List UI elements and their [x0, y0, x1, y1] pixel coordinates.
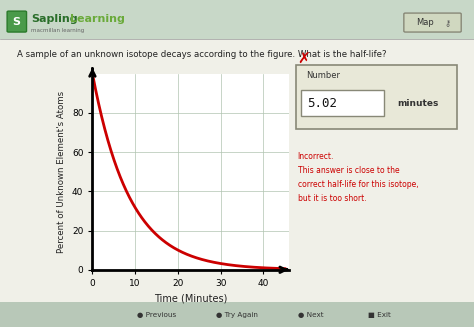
Text: 5.02: 5.02: [307, 96, 337, 110]
FancyBboxPatch shape: [0, 0, 474, 39]
Text: minutes: minutes: [397, 98, 438, 108]
Text: ■ Exit: ■ Exit: [368, 312, 391, 318]
X-axis label: Time (Minutes): Time (Minutes): [154, 293, 228, 303]
Text: Learning: Learning: [70, 14, 125, 24]
FancyBboxPatch shape: [7, 11, 27, 32]
Text: Map: Map: [416, 18, 434, 27]
Text: macmillan learning: macmillan learning: [31, 27, 84, 33]
FancyBboxPatch shape: [301, 90, 384, 116]
Text: A sample of an unknown isotope decays according to the figure. What is the half-: A sample of an unknown isotope decays ac…: [17, 50, 386, 60]
Text: ✗: ✗: [298, 52, 310, 67]
Text: Number: Number: [306, 71, 340, 80]
FancyBboxPatch shape: [0, 302, 474, 327]
Text: Sapling: Sapling: [31, 14, 77, 24]
Text: Incorrect.
This answer is close to the
correct half-life for this isotope,
but i: Incorrect. This answer is close to the c…: [298, 152, 418, 203]
Text: ● Try Again: ● Try Again: [216, 312, 258, 318]
FancyBboxPatch shape: [404, 13, 461, 32]
Text: ⚷: ⚷: [445, 18, 451, 27]
Text: ● Previous: ● Previous: [137, 312, 176, 318]
Text: ● Next: ● Next: [298, 312, 323, 318]
Text: S: S: [13, 17, 20, 26]
FancyBboxPatch shape: [296, 65, 457, 129]
Y-axis label: Percent of Unknown Element's Atoms: Percent of Unknown Element's Atoms: [57, 91, 66, 253]
